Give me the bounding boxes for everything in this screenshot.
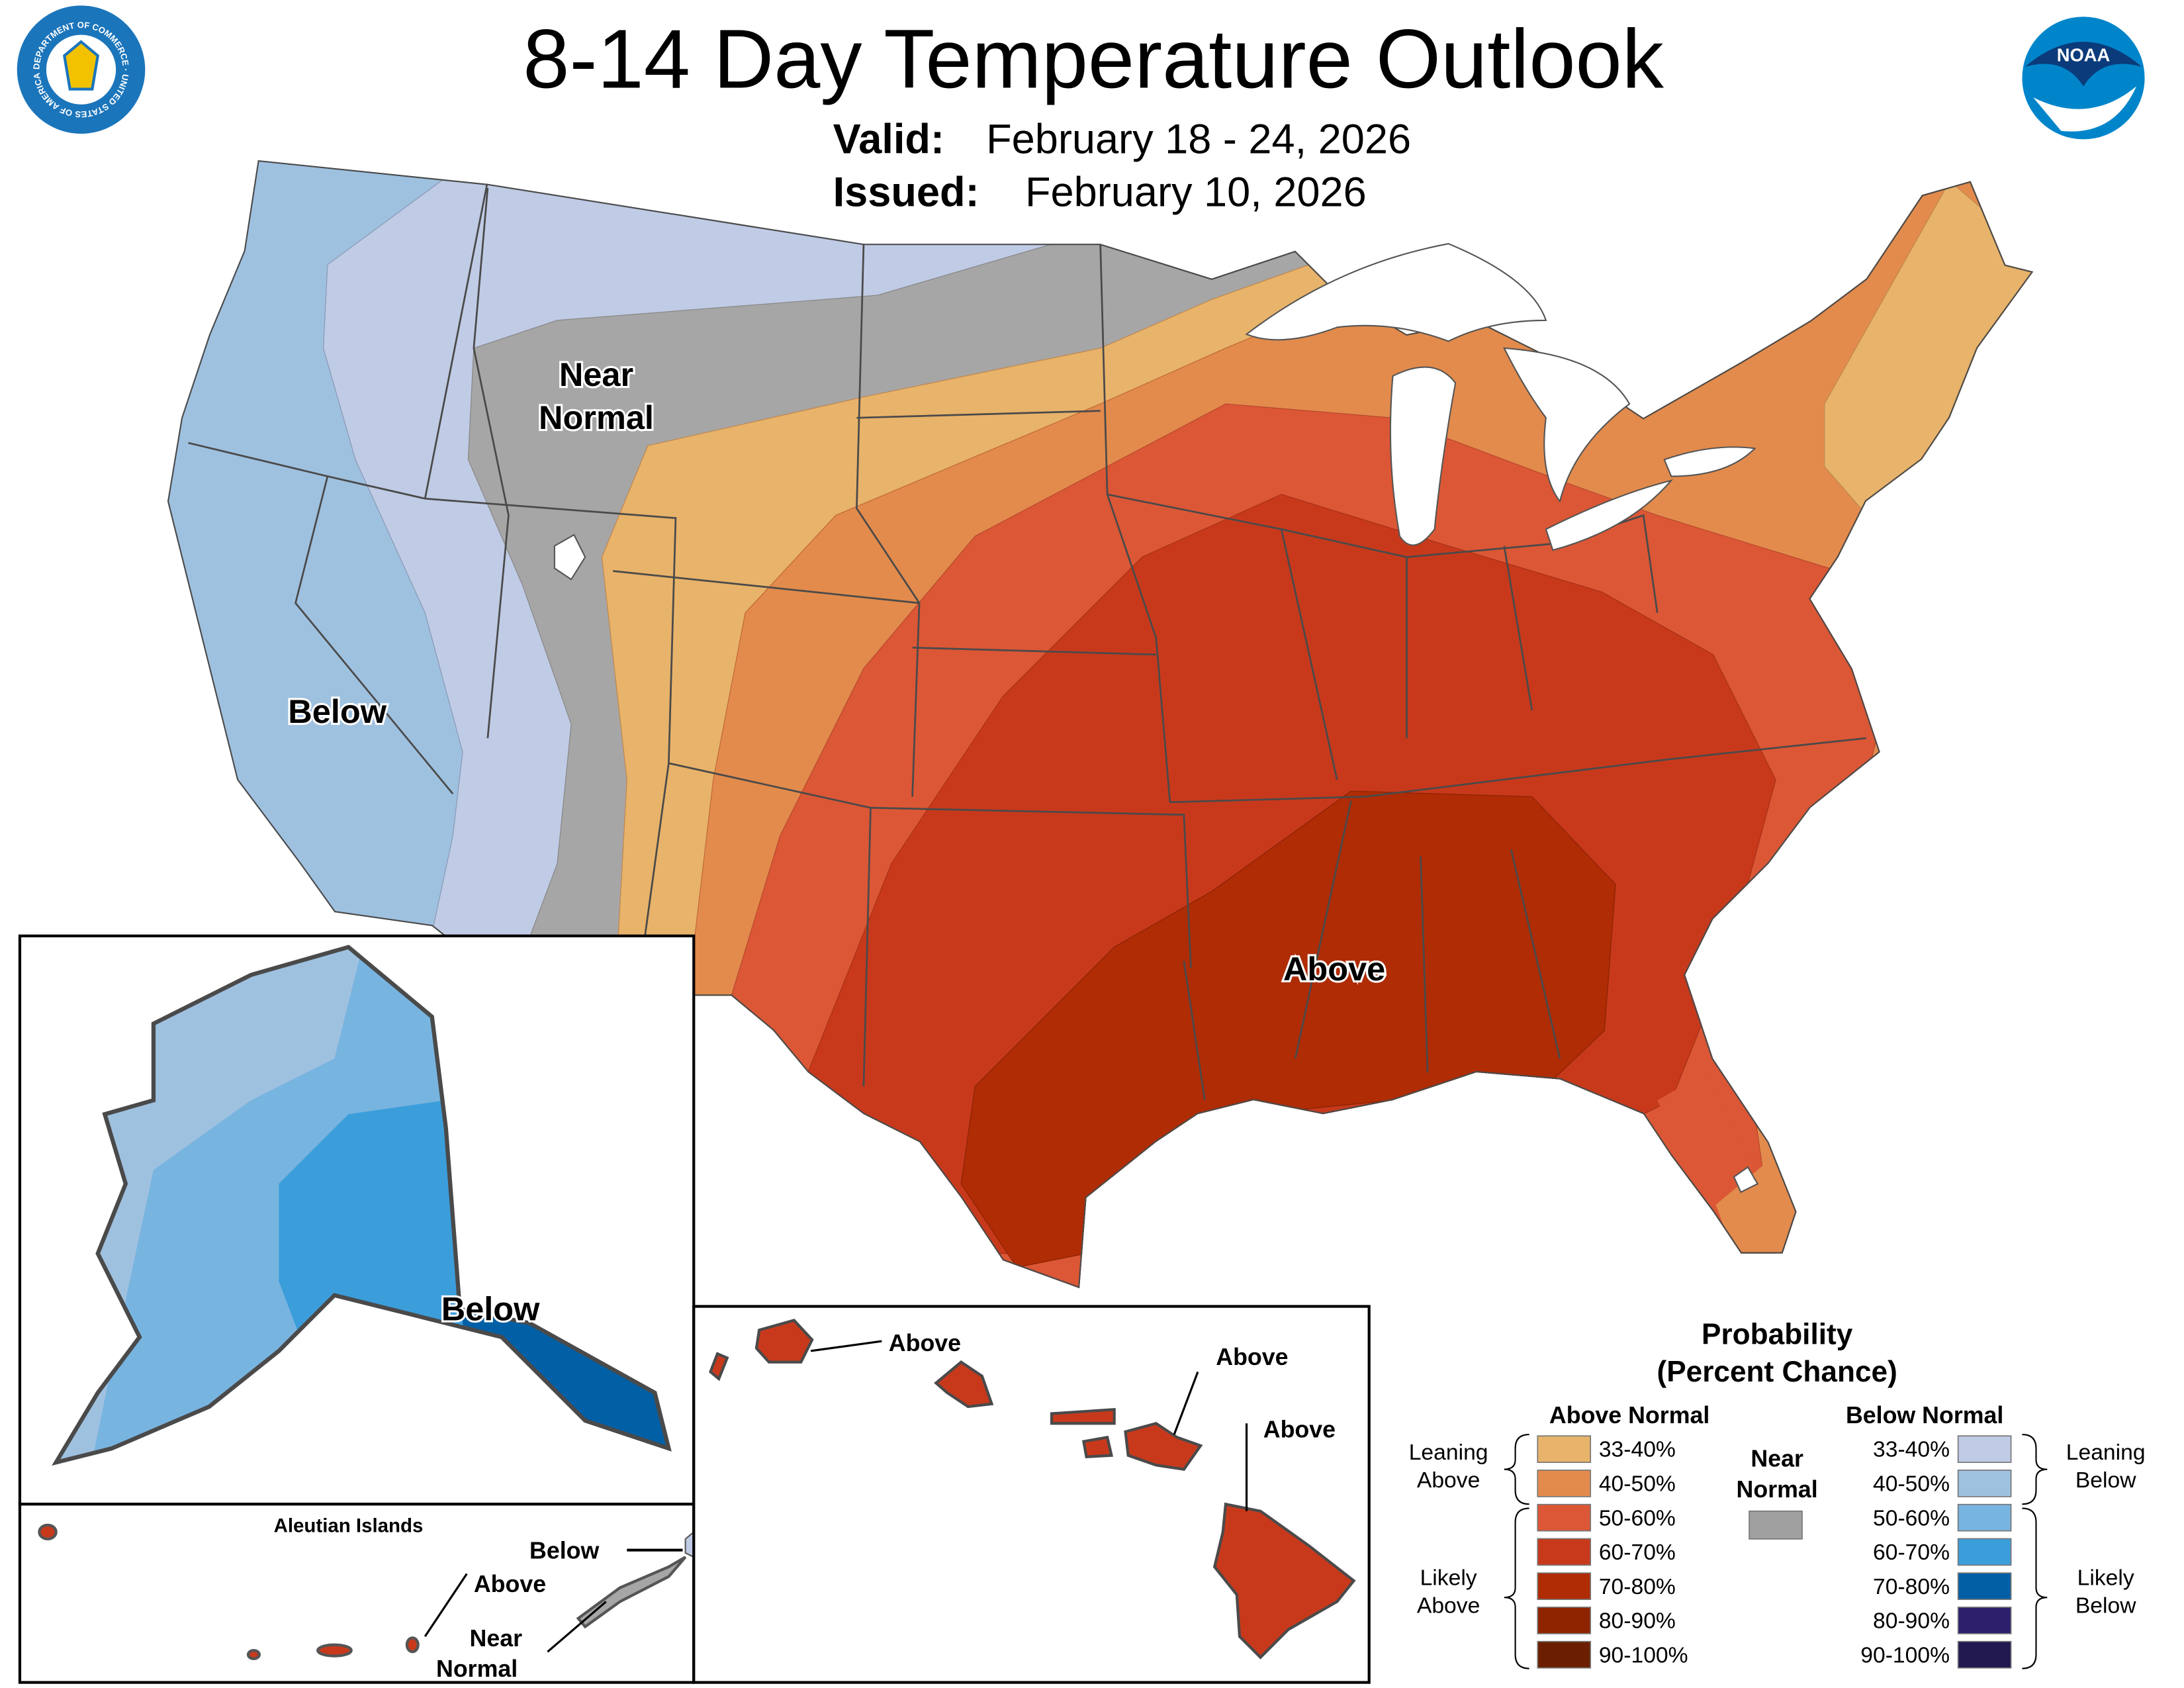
legend: Probability (Percent Chance) Above Norma… [1409,1318,2146,1669]
conus-map [167,160,2034,1289]
noaa-logo: NOAA [2022,17,2145,140]
conus-near-normal-label-2: Normal [539,399,654,436]
legend-below-swatch [1957,1572,2012,1601]
legend-below-range: 90-100% [1860,1643,1950,1667]
legend-above-header: Above Normal [1549,1402,1709,1429]
band-florida-40-50 [1715,1162,1794,1261]
legend-leaning-above-2: Above [1417,1468,1480,1493]
aleutian-title: Aleutian Islands [274,1515,424,1536]
great-lakes [553,243,1759,1194]
legend-likely-above-1: Likely [1420,1566,1477,1590]
legend-likely-below-2: Below [2075,1593,2136,1618]
legend-above-range: 33-40% [1599,1438,1676,1462]
kauai [754,1319,814,1364]
legend-above-swatch [1537,1503,1592,1532]
legend-above-range: 70-80% [1599,1575,1676,1599]
conus-labels: Near Normal Below Above [286,353,1387,990]
legend-below-range: 70-80% [1873,1575,1950,1599]
legend-below-range: 50-60% [1873,1506,1950,1530]
lanai [1081,1435,1114,1458]
legend-below-swatch [1957,1607,2012,1634]
legend-above-range: 80-90% [1599,1609,1676,1634]
legend-above-range: 40-50% [1599,1472,1676,1496]
hawaii-above-label-1: Above [889,1330,961,1356]
molokai [1050,1407,1116,1425]
lake-okeechobee [1733,1166,1759,1194]
conus-above-label: Above [1283,950,1385,988]
legend-above-swatch [1537,1572,1592,1601]
lake-huron [1503,347,1631,503]
legend-above-range: 90-100% [1599,1643,1688,1667]
legend-above-swatch [1537,1538,1592,1566]
valid-label: Valid: [833,116,944,162]
legend-leaning-above-1: Leaning [1409,1440,1488,1465]
alaska-inset: Below [18,934,696,1506]
legend-leaning-below-1: Leaning [2066,1440,2146,1465]
legend-near-label-1: Near [1751,1445,1803,1472]
aleutian-inset: Aleutian Islands Below Above Near Normal [18,1503,696,1684]
aleutian-above-label: Above [474,1571,546,1597]
legend-below-swatch [1957,1435,2012,1464]
page-title: 8-14 Day Temperature Outlook [523,13,1664,106]
conus-near-normal-label-1: Near [559,355,633,393]
legend-above-swatch [1537,1470,1592,1497]
legend-likely-above-2: Above [1417,1593,1480,1618]
valid-value: February 18 - 24, 2026 [986,116,1411,162]
alaska-below-label: Below [441,1290,540,1328]
hawaii-above-label-2: Above [1216,1344,1288,1370]
legend-above-swatch [1537,1607,1592,1634]
legend-below-range: 80-90% [1873,1609,1950,1634]
lake-ontario [1663,446,1756,477]
great-salt-lake [553,534,586,581]
legend-title-1: Probability [1702,1318,1853,1350]
niihau [709,1352,729,1382]
conus-below-label: Below [288,692,387,730]
hawaii-inset: Above Above Above [692,1305,1371,1684]
aleutian-near-label-2: Normal [436,1656,518,1682]
issued-value: February 10, 2026 [1025,169,1367,215]
lake-erie [1545,479,1674,551]
maui [1124,1421,1203,1471]
hawaii-above-label-3: Above [1263,1416,1336,1442]
header: DEPARTMENT OF COMMERCE · UNITED STATES O… [17,5,2145,215]
legend-below-header: Below Normal [1846,1402,2003,1429]
legend-above-range: 60-70% [1599,1540,1676,1565]
aleutian-below-label: Below [529,1537,599,1564]
legend-below-swatch [1957,1640,2012,1669]
aleutian-near-label-1: Near [470,1625,523,1652]
state-boundaries [188,181,1866,1101]
oahu [934,1360,994,1409]
legend-near-normal-swatch [1749,1510,1803,1540]
legend-below-swatch [1957,1470,2012,1497]
big-island [1212,1502,1356,1660]
band-above-33-40-northeast [1824,180,2034,523]
legend-likely-below-1: Likely [2077,1566,2134,1590]
legend-above-swatch [1537,1435,1592,1464]
legend-below-range: 60-70% [1873,1540,1950,1565]
issued-label: Issued: [833,169,979,215]
legend-below-range: 33-40% [1873,1438,1950,1462]
legend-leaning-below-2: Below [2075,1468,2136,1493]
legend-braces [1504,1434,2048,1669]
legend-below-range: 40-50% [1873,1472,1950,1496]
legend-near-label-2: Normal [1737,1476,1818,1503]
legend-below-swatch [1957,1538,2012,1566]
commerce-seal-logo: DEPARTMENT OF COMMERCE · UNITED STATES O… [17,5,146,134]
legend-below-swatch [1957,1503,2012,1532]
legend-title-2: (Percent Chance) [1657,1356,1897,1388]
legend-above-swatch [1537,1640,1592,1669]
lake-superior [1245,243,1547,342]
noaa-logo-text: NOAA [2057,45,2111,66]
lake-michigan [1389,366,1457,546]
legend-above-range: 50-60% [1599,1506,1676,1530]
